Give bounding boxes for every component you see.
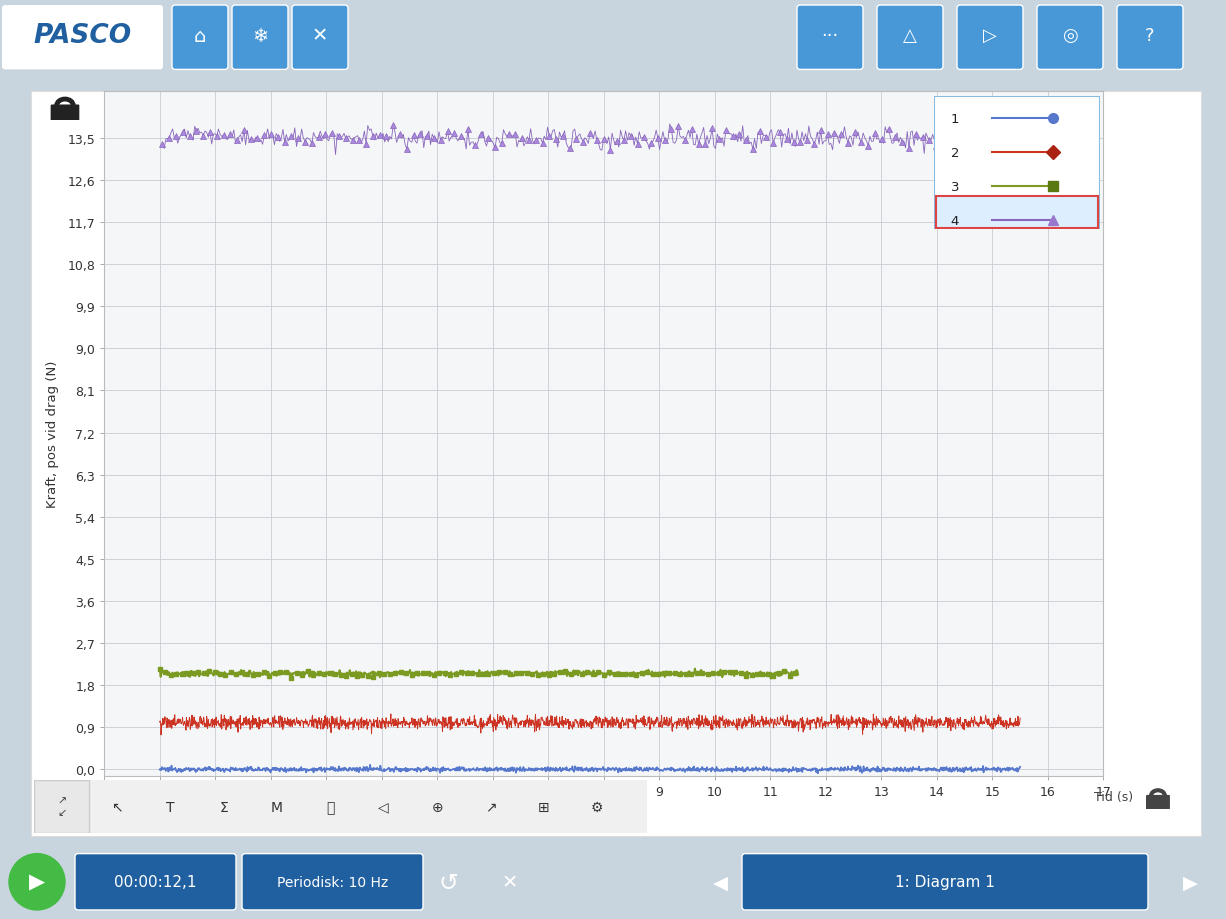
Text: Σ: Σ bbox=[219, 800, 228, 814]
Text: ⌂: ⌂ bbox=[194, 27, 206, 46]
Text: ⚙: ⚙ bbox=[591, 800, 603, 814]
Text: △: △ bbox=[904, 28, 917, 45]
FancyBboxPatch shape bbox=[292, 6, 348, 71]
Text: ▶: ▶ bbox=[29, 872, 45, 891]
FancyBboxPatch shape bbox=[2, 6, 163, 71]
FancyBboxPatch shape bbox=[242, 854, 423, 910]
Text: ↺: ↺ bbox=[438, 870, 457, 894]
FancyBboxPatch shape bbox=[958, 6, 1022, 71]
FancyBboxPatch shape bbox=[797, 6, 863, 71]
Text: ✕: ✕ bbox=[501, 872, 519, 891]
Y-axis label: Kraft, pos vid drag (N): Kraft, pos vid drag (N) bbox=[45, 360, 59, 508]
Text: Periodisk: 10 Hz: Periodisk: 10 Hz bbox=[277, 875, 389, 889]
Text: 4: 4 bbox=[951, 215, 959, 228]
Text: ▶: ▶ bbox=[1183, 872, 1198, 891]
FancyBboxPatch shape bbox=[232, 6, 288, 71]
Text: ⬛: ⬛ bbox=[326, 800, 335, 814]
FancyBboxPatch shape bbox=[934, 96, 1100, 230]
Text: 3: 3 bbox=[951, 181, 959, 194]
Text: ?: ? bbox=[1145, 28, 1155, 45]
Text: Tid (s): Tid (s) bbox=[1094, 790, 1133, 803]
Text: M: M bbox=[271, 800, 283, 814]
Text: PASCO: PASCO bbox=[34, 23, 132, 49]
Text: ↖: ↖ bbox=[112, 800, 123, 814]
Text: 1: 1 bbox=[951, 113, 959, 126]
Text: ◎: ◎ bbox=[1062, 28, 1078, 45]
FancyBboxPatch shape bbox=[935, 197, 1098, 229]
FancyBboxPatch shape bbox=[1146, 795, 1170, 810]
Text: ▷: ▷ bbox=[983, 28, 997, 45]
Text: ⊞: ⊞ bbox=[538, 800, 549, 814]
Text: ↗
↙: ↗ ↙ bbox=[58, 796, 66, 818]
FancyBboxPatch shape bbox=[75, 854, 235, 910]
FancyBboxPatch shape bbox=[172, 6, 228, 71]
FancyBboxPatch shape bbox=[1117, 6, 1183, 71]
Text: ◁: ◁ bbox=[379, 800, 389, 814]
Text: ↗: ↗ bbox=[484, 800, 497, 814]
Text: T: T bbox=[167, 800, 174, 814]
FancyBboxPatch shape bbox=[1037, 6, 1103, 71]
Text: 2: 2 bbox=[951, 147, 959, 160]
FancyBboxPatch shape bbox=[22, 779, 660, 834]
FancyBboxPatch shape bbox=[34, 780, 89, 834]
Text: ◀: ◀ bbox=[712, 872, 727, 891]
Text: 00:00:12,1: 00:00:12,1 bbox=[114, 874, 196, 890]
FancyBboxPatch shape bbox=[742, 854, 1148, 910]
Text: ✕: ✕ bbox=[311, 27, 329, 46]
FancyBboxPatch shape bbox=[877, 6, 943, 71]
Text: ⊕: ⊕ bbox=[432, 800, 443, 814]
Text: ···: ··· bbox=[821, 28, 839, 45]
Text: 1: Diagram 1: 1: Diagram 1 bbox=[895, 874, 996, 890]
Text: ❄: ❄ bbox=[251, 27, 268, 46]
FancyBboxPatch shape bbox=[50, 106, 80, 122]
Circle shape bbox=[9, 854, 65, 910]
